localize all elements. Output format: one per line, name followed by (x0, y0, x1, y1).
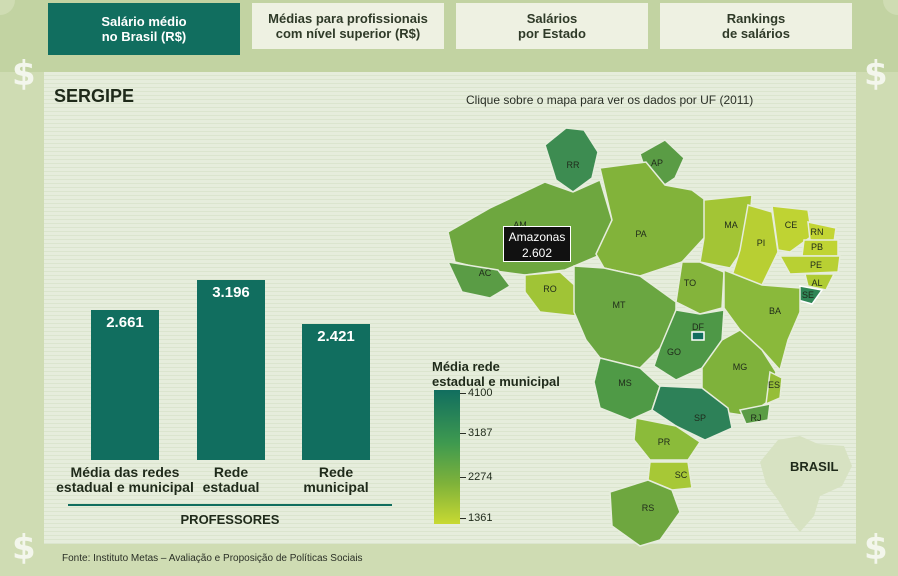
tab-rankings[interactable]: Rankings de salários (660, 3, 852, 49)
state-rr[interactable] (544, 127, 599, 193)
legend-title-line1: Média rede (432, 359, 500, 374)
state-label-se: SE (802, 290, 814, 300)
state-sc[interactable] (647, 461, 693, 491)
tab-salarios-estado[interactable]: Salários por Estado (456, 3, 648, 49)
tooltip-state-name: Amazonas (508, 230, 566, 244)
state-label-ce: CE (785, 220, 798, 230)
tab-label-line1: Rankings (726, 11, 786, 26)
legend-value-max: 4100 (468, 387, 493, 399)
bar-value-label: 2.421 (317, 328, 355, 345)
bar-value-label: 3.196 (212, 284, 250, 301)
state-ac[interactable] (446, 261, 512, 299)
map-tooltip: Amazonas 2.602 (503, 226, 571, 262)
state-label-pe: PE (810, 260, 822, 270)
state-ma[interactable] (699, 194, 753, 269)
state-to[interactable] (675, 261, 725, 315)
tab-label-line2: no Brasil (R$) (101, 29, 187, 44)
chart-baseline (68, 504, 392, 506)
state-label-ma: MA (724, 220, 738, 230)
bar-2: 3.196 (197, 280, 265, 460)
brasil-inset-map (760, 436, 852, 532)
state-label-ba: BA (769, 306, 781, 316)
state-sp[interactable] (651, 385, 733, 441)
legend-tick (460, 518, 466, 519)
chart-group-label: PROFESSORES (180, 512, 280, 527)
state-ms[interactable] (593, 357, 661, 421)
dollar-icon: $ (864, 54, 888, 94)
tab-label-line2: de salários (722, 26, 790, 41)
tab-label-line1: Salários (526, 11, 578, 26)
state-label-pr: PR (658, 437, 671, 447)
bar-3: 2.421 (302, 324, 370, 460)
state-label-al: AL (811, 278, 822, 288)
state-pr[interactable] (633, 417, 702, 461)
state-label-ro: RO (543, 284, 557, 294)
legend-color-scale (434, 390, 460, 524)
state-label-es: ES (768, 380, 780, 390)
state-label-df: DF (692, 322, 704, 332)
tab-label-line2: por Estado (518, 26, 586, 41)
state-label-go: GO (667, 347, 681, 357)
legend-tick (460, 393, 466, 394)
state-label-mt: MT (613, 300, 626, 310)
bar-category-line: estadual e municipal (56, 479, 194, 495)
state-label-rn: RN (811, 227, 824, 237)
legend-tick (460, 477, 466, 478)
state-ce[interactable] (771, 205, 813, 253)
bar-category-label: Média das redes estadual e municipal (55, 465, 195, 495)
legend-tick (460, 433, 466, 434)
state-al[interactable] (804, 273, 836, 291)
legend-value-min: 1361 (468, 512, 493, 524)
state-pa[interactable] (595, 161, 717, 277)
bar-1: 2.661 (91, 310, 159, 460)
tab-salario-medio[interactable]: Salário médio no Brasil (R$) (48, 3, 240, 55)
state-rj[interactable] (738, 403, 771, 425)
state-pe[interactable] (778, 255, 841, 275)
state-label-pi: PI (757, 238, 766, 248)
tab-bar: Salário médio no Brasil (R$) Médias para… (0, 0, 898, 72)
dollar-icon: $ (12, 54, 36, 94)
bar-category-label: Rede estadual (161, 465, 301, 495)
bar-category-line: estadual (202, 479, 260, 495)
state-label-ap: AP (651, 158, 663, 168)
bar-value-label: 2.661 (106, 314, 144, 331)
source-note: Fonte: Instituto Metas – Avaliação e Pro… (62, 553, 363, 564)
state-es[interactable] (765, 370, 783, 406)
state-label-ms: MS (618, 378, 632, 388)
state-label-pb: PB (811, 242, 823, 252)
map-instruction: Clique sobre o mapa para ver os dados po… (466, 93, 754, 107)
bar-category-line: Média das redes (70, 464, 180, 480)
bar-category-line: Rede (213, 464, 249, 480)
state-df[interactable] (691, 331, 705, 341)
state-ba[interactable] (723, 268, 801, 372)
dollar-icon: $ (864, 528, 888, 568)
tooltip-value: 2.602 (521, 246, 553, 260)
state-label-rr: RR (567, 160, 580, 170)
bar-category-label: Rede municipal (266, 465, 406, 495)
brasil-inset-label: BRASIL (790, 459, 839, 474)
tab-label-line1: Salário médio (101, 14, 187, 29)
state-label-rj: RJ (751, 413, 762, 423)
state-label-mg: MG (733, 362, 748, 372)
legend-value: 3187 (468, 427, 493, 439)
bar-category-line: Rede (318, 464, 354, 480)
state-label-rs: RS (642, 503, 655, 513)
legend-value: 2274 (468, 471, 493, 483)
legend-title-line2: estadual e municipal (432, 374, 560, 389)
state-label-to: TO (684, 278, 696, 288)
tab-label-line2: com nível superior (R$) (275, 26, 421, 41)
state-label-sc: SC (675, 470, 688, 480)
tab-medias-profissionais[interactable]: Médias para profissionais com nível supe… (252, 3, 444, 49)
state-label-pa: PA (635, 229, 646, 239)
tab-label-line1: Médias para profissionais (268, 11, 428, 26)
state-rs[interactable] (609, 479, 681, 547)
dollar-icon: $ (12, 528, 36, 568)
state-label-am: AM (513, 220, 527, 230)
legend-title: Média rede estadual e municipal (432, 359, 560, 389)
state-title: SERGIPE (54, 86, 135, 106)
state-label-ac: AC (479, 268, 492, 278)
bar-category-line: municipal (303, 479, 369, 495)
state-label-sp: SP (694, 413, 706, 423)
